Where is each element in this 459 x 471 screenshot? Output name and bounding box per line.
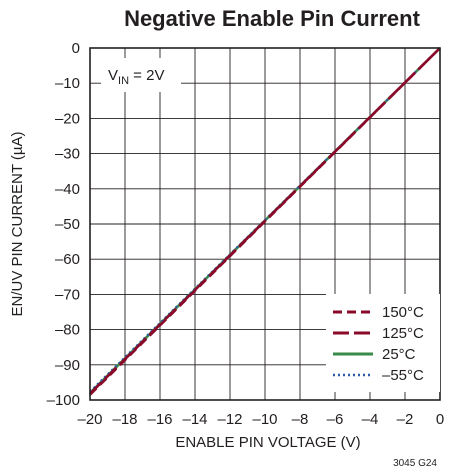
x-tick-label: 0 [436, 411, 444, 428]
svg-text:VIN = 2V: VIN = 2V [108, 67, 164, 87]
y-tick-label: –40 [55, 181, 80, 198]
x-tick-label: –10 [252, 411, 277, 428]
x-tick-label: –14 [182, 411, 207, 428]
x-tick-label: –8 [292, 411, 309, 428]
y-tick-label: –50 [55, 216, 80, 233]
x-tick-label: –6 [327, 411, 344, 428]
y-tick-label: –20 [55, 110, 80, 127]
y-tick-label: –30 [55, 146, 80, 163]
annotation-main: V [108, 67, 118, 84]
series-layer [89, 47, 441, 396]
x-tick-label: –20 [77, 411, 102, 428]
legend: 150°C 125°C 25°C –55°C [326, 294, 440, 392]
plot-frame [89, 47, 441, 401]
figure-id: 3045 G24 [393, 458, 437, 469]
x-tick-label: –2 [397, 411, 414, 428]
legend-label-3: –55°C [382, 367, 424, 384]
x-tick-labels: –20 –18 –16 –14 –12 –10 –8 –6 –4 –2 0 [77, 411, 444, 428]
chart-title: Negative Enable Pin Current [124, 6, 421, 31]
y-tick-label: –10 [55, 75, 80, 92]
y-tick-label: –70 [55, 286, 80, 303]
y-tick-label: –60 [55, 251, 80, 268]
y-tick-label: –90 [55, 357, 80, 374]
annotation-rest: = 2V [129, 67, 164, 84]
y-axis-label: EN/UV PIN CURRENT (µA) [9, 131, 26, 316]
legend-label-0: 150°C [382, 304, 424, 321]
annotation-subscript: IN [118, 75, 129, 87]
x-tick-label: –12 [217, 411, 242, 428]
y-tick-labels: 0 –10 –20 –30 –40 –50 –60 –70 –80 –90 –100 [47, 40, 80, 409]
x-tick-label: –16 [147, 411, 172, 428]
y-tick-label: –100 [47, 392, 80, 409]
y-tick-label: –80 [55, 322, 80, 339]
legend-label-2: 25°C [382, 346, 416, 363]
y-tick-label: 0 [72, 40, 80, 57]
x-tick-label: –4 [362, 411, 379, 428]
series-line-0 [89, 47, 441, 396]
vin-annotation: VIN = 2V [101, 58, 181, 92]
x-tick-label: –18 [112, 411, 137, 428]
x-axis-label: ENABLE PIN VOLTAGE (V) [175, 434, 360, 451]
legend-label-1: 125°C [382, 325, 424, 342]
